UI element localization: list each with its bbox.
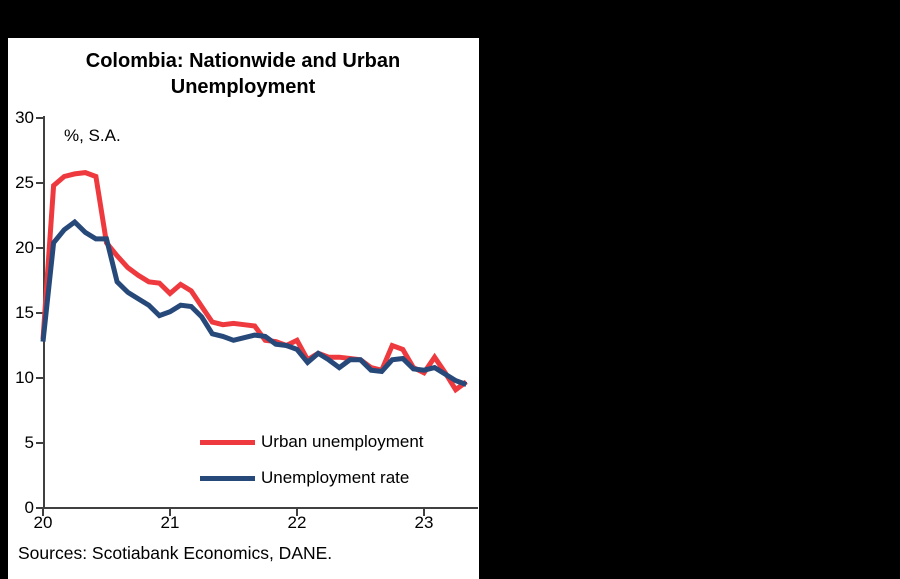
legend: Urban unemployment Unemployment rate — [200, 429, 424, 501]
y-tick-label: 5 — [24, 433, 34, 452]
x-tick-label: 21 — [160, 513, 180, 532]
legend-row-urban: Urban unemployment — [200, 429, 424, 455]
x-tick-label: 20 — [33, 513, 53, 532]
legend-label-urban: Urban unemployment — [261, 432, 424, 451]
y-tick-label: 15 — [15, 303, 34, 322]
legend-row-national: Unemployment rate — [200, 465, 424, 491]
chart-title-text: Colombia: Nationwide and Urban Unemploym… — [85, 50, 401, 98]
legend-line-urban — [200, 439, 255, 445]
y-tick-label: 10 — [15, 368, 34, 387]
x-tick-label: 22 — [287, 513, 307, 532]
y-tick-label: 20 — [15, 238, 34, 257]
y-tick-label: 25 — [15, 173, 34, 192]
source-note: Sources: Scotiabank Economics, DANE. — [18, 543, 333, 563]
legend-line-national — [200, 475, 255, 481]
chart-title: Colombia: Nationwide and Urban Unemploym… — [28, 48, 458, 100]
x-tick-label: 23 — [414, 513, 434, 532]
unit-label: %, S.A. — [64, 126, 121, 145]
y-tick-label: 0 — [24, 498, 34, 517]
y-tick-label: 30 — [15, 108, 34, 127]
legend-label-national: Unemployment rate — [261, 468, 410, 487]
